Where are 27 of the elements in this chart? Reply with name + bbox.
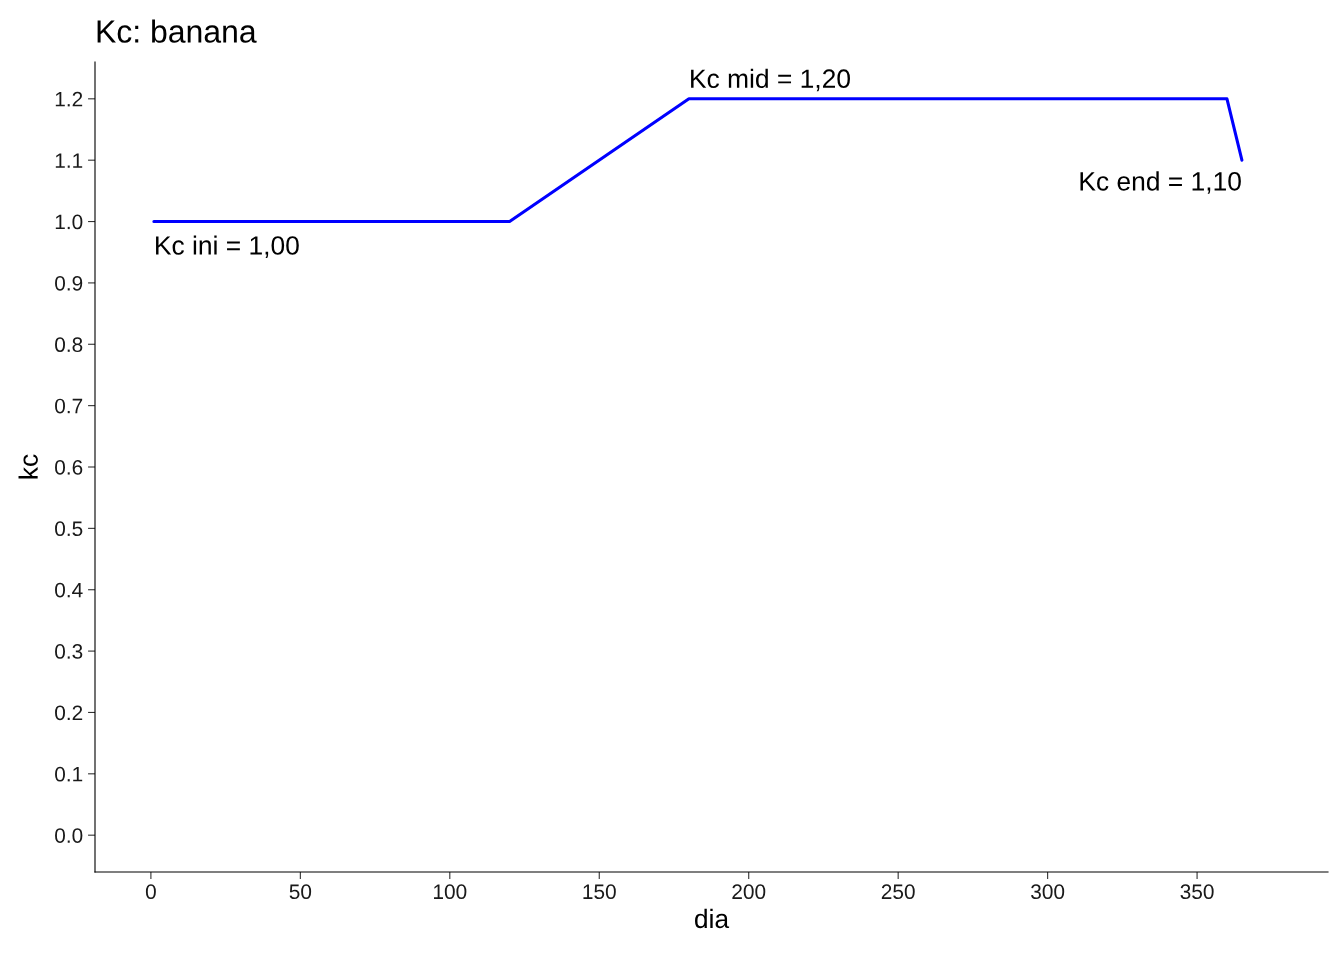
x-tick-label: 200 <box>732 884 766 900</box>
annotation: Kc ini = 1,00 <box>156 235 299 258</box>
y-axis-title: kc <box>18 454 38 479</box>
y-tick-label: 0.4 <box>55 582 83 598</box>
y-tick-label: 0.9 <box>55 275 83 291</box>
x-tick-label: 0 <box>145 884 156 900</box>
y-tick-label: 1.1 <box>55 153 83 168</box>
y-tick-label: 0.2 <box>55 705 83 721</box>
y-tick-label: 0.3 <box>55 644 83 659</box>
y-tick-label: 1.0 <box>55 214 83 230</box>
annotation: Kc mid = 1,20 <box>691 68 850 92</box>
x-tick-label: 350 <box>1180 884 1214 900</box>
y-tick-label: 1.2 <box>55 91 83 107</box>
y-tick-label: 0.1 <box>55 766 83 782</box>
x-tick-label: 300 <box>1031 884 1065 900</box>
annotation: Kc end = 1,10 <box>1080 171 1241 194</box>
x-tick-label: 100 <box>434 884 467 900</box>
y-tick-label: 0.5 <box>55 521 83 537</box>
x-axis-title: dia <box>695 908 730 929</box>
y-tick-label: 0.8 <box>55 337 83 353</box>
chart-title: Kc: banana <box>97 19 257 43</box>
x-tick-label: 50 <box>289 884 312 900</box>
x-tick-label: 150 <box>583 884 616 900</box>
y-tick-label: 0.0 <box>55 828 83 843</box>
x-tick-label: 250 <box>881 884 915 900</box>
y-tick-label: 0.6 <box>55 460 83 475</box>
y-tick-label: 0.7 <box>55 398 83 414</box>
